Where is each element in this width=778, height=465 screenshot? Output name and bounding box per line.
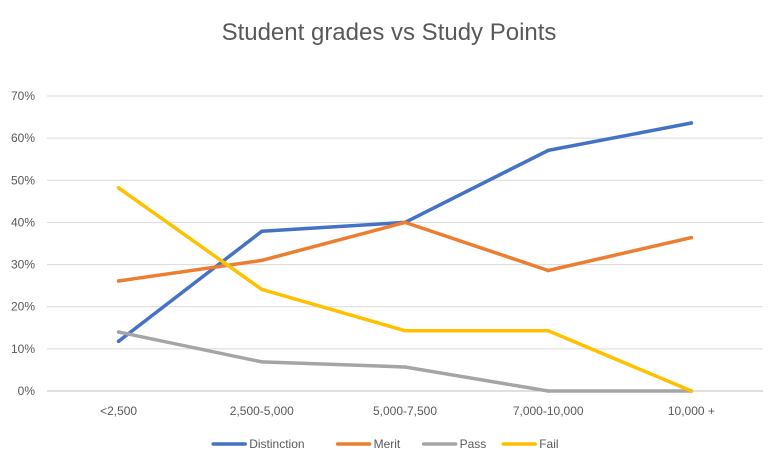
y-tick-label: 20% <box>11 300 35 314</box>
data-point-merit <box>689 235 694 240</box>
legend-label: Pass <box>460 437 487 451</box>
y-tick-label: 40% <box>11 215 35 229</box>
legend-item-merit: Merit <box>335 437 401 451</box>
legend-item-pass: Pass <box>421 437 487 451</box>
series-lines <box>116 121 694 393</box>
legend: Distinction Merit Pass Fail <box>211 437 559 451</box>
x-tick-label: <2,500 <box>100 404 137 418</box>
data-point-merit <box>116 279 121 283</box>
data-point-pass <box>403 365 407 369</box>
x-tick-label: 7,000-10,000 <box>513 404 584 418</box>
data-point-distinction <box>689 121 694 125</box>
data-point-pass <box>260 360 264 364</box>
data-point-fail <box>260 287 264 292</box>
legend-label: Distinction <box>249 437 304 451</box>
y-axis-ticks: 0% 10% 20% 30% 40% 50% 60% 70% <box>11 89 35 398</box>
legend-item-fail: Fail <box>501 437 559 451</box>
y-tick-label: 70% <box>11 89 35 103</box>
data-point-pass <box>546 389 550 393</box>
chart-title: Student grades vs Study Points <box>222 19 557 46</box>
data-point-fail <box>116 186 121 190</box>
data-point-merit <box>403 220 407 225</box>
gridlines <box>47 95 763 392</box>
x-tick-label: 5,000-7,500 <box>373 404 437 418</box>
legend-item-distinction: Distinction <box>211 437 305 451</box>
data-point-fail <box>403 328 407 333</box>
y-tick-label: 50% <box>11 173 35 187</box>
series-line-distinction <box>116 121 694 344</box>
data-point-pass <box>116 330 121 334</box>
data-point-merit <box>260 258 264 263</box>
y-tick-label: 10% <box>11 342 35 356</box>
series-line-pass <box>116 330 694 393</box>
legend-label: Fail <box>539 437 558 451</box>
y-tick-label: 60% <box>11 131 35 145</box>
x-axis-ticks: <2,500 2,500-5,000 5,000-7,500 7,000-10,000… <box>100 404 715 418</box>
series-line-fail <box>116 186 694 393</box>
data-point-fail <box>689 389 694 393</box>
x-tick-label: 10,000 + <box>668 404 715 418</box>
data-point-merit <box>546 268 550 273</box>
y-tick-label: 30% <box>11 258 35 272</box>
series-line-merit <box>116 220 694 283</box>
data-point-distinction <box>116 339 121 344</box>
data-point-fail <box>546 328 550 333</box>
data-point-distinction <box>260 229 264 234</box>
x-tick-label: 2,500-5,000 <box>230 404 294 418</box>
y-tick-label: 0% <box>18 384 36 398</box>
legend-label: Merit <box>374 437 401 451</box>
data-point-distinction <box>546 148 550 153</box>
